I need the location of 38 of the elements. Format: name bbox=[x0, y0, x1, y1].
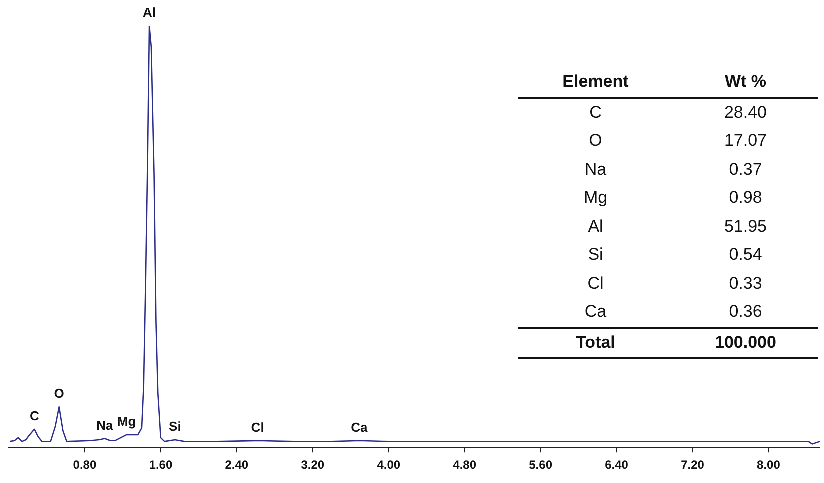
x-tick-label: 0.80 bbox=[73, 458, 97, 472]
x-tick-label: 4.80 bbox=[453, 458, 477, 472]
category-label: Na bbox=[584, 158, 608, 181]
annotation: Total bbox=[575, 332, 616, 354]
text: 0.33 bbox=[729, 274, 762, 293]
text: 51.95 bbox=[724, 216, 768, 236]
text: Wt % bbox=[724, 71, 768, 94]
text: Element bbox=[562, 71, 630, 94]
x-tick-label: 7.20 bbox=[681, 458, 705, 472]
annotation: Cl bbox=[251, 420, 264, 435]
category-label: Ca bbox=[584, 301, 608, 324]
x-tick-label: 4.00 bbox=[377, 458, 401, 472]
x-tick-label: 8.00 bbox=[757, 458, 781, 472]
text: 0.36 bbox=[729, 302, 762, 322]
x-tick-label: 3.20 bbox=[301, 458, 325, 472]
text: 0.37 bbox=[729, 160, 762, 179]
text: 0.54 bbox=[729, 245, 762, 264]
category-label: Cl bbox=[586, 272, 605, 295]
category-label: Al bbox=[587, 216, 604, 238]
category-label: Si bbox=[587, 244, 604, 266]
annotation: O bbox=[54, 386, 64, 402]
category-label: Mg bbox=[582, 187, 609, 210]
x-tick-label: 1.60 bbox=[149, 458, 173, 472]
category-label: O bbox=[588, 130, 604, 152]
x-tick-label: 6.40 bbox=[605, 458, 629, 472]
annotation: C bbox=[30, 408, 40, 424]
text: 28.40 bbox=[724, 102, 768, 122]
x-tick-label: 5.60 bbox=[529, 458, 553, 472]
annotation: Al bbox=[143, 5, 156, 20]
annotation: Na bbox=[96, 418, 114, 433]
annotation: Mg bbox=[117, 414, 136, 430]
x-tick-label: 2.40 bbox=[225, 458, 249, 472]
annotation: Si bbox=[169, 419, 182, 434]
annotation: 100.000 bbox=[714, 332, 778, 354]
text: 17.07 bbox=[724, 131, 768, 150]
annotation: Ca bbox=[351, 420, 368, 435]
text: 0.98 bbox=[729, 188, 762, 208]
category-label: C bbox=[588, 102, 603, 124]
